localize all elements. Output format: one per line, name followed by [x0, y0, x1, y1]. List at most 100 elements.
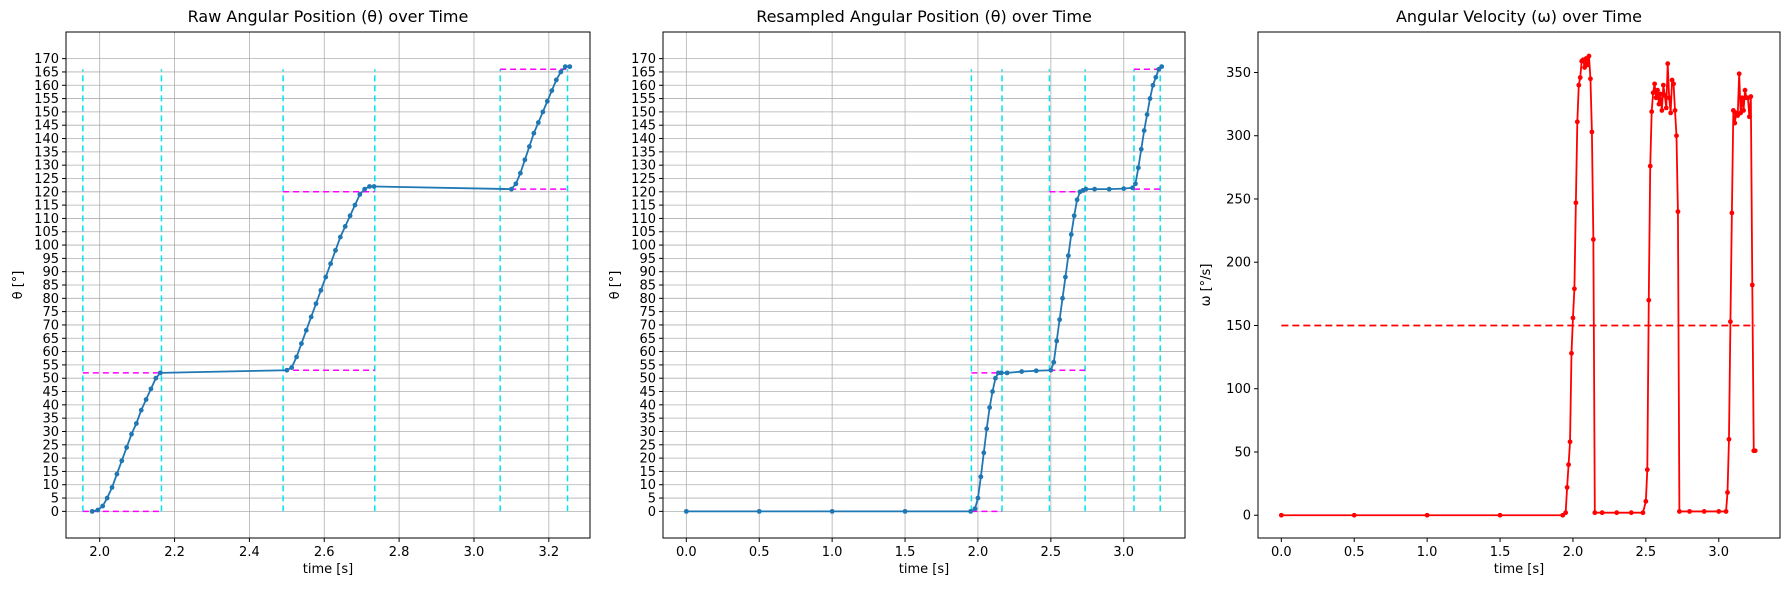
data-point	[1150, 82, 1156, 88]
data-point	[1589, 129, 1595, 135]
data-point	[1576, 82, 1582, 88]
data-point	[133, 421, 139, 426]
y-tick-label: 50	[1234, 445, 1251, 460]
data-point	[1748, 94, 1754, 99]
data-point	[683, 508, 689, 514]
data-point	[143, 397, 149, 402]
y-tick-label: 100	[1226, 382, 1251, 397]
x-tick-label: 0.5	[749, 545, 770, 560]
y-tick-label: 105	[631, 225, 656, 240]
data-point	[513, 181, 519, 187]
y-tick-label: 65	[639, 332, 656, 347]
data-point	[1159, 64, 1165, 70]
angular-velocity-chart: 0.0 0.5 1.0 1.5 2.0 2.5 3.0 0 50 100 150 200 250 300 3…	[1199, 7, 1781, 577]
data-point	[1057, 317, 1063, 323]
data-point	[1656, 101, 1662, 107]
data-point	[1147, 96, 1153, 101]
y-tick-label: 25	[42, 438, 59, 453]
data-point	[119, 458, 125, 464]
y-axis-label: θ [°]	[608, 271, 623, 300]
data-point	[1729, 210, 1735, 216]
data-point	[129, 431, 134, 437]
x-tick-label: 1.0	[1417, 545, 1438, 560]
data-point	[549, 88, 555, 93]
y-tick-label: 0	[51, 505, 59, 520]
data-point	[1652, 81, 1658, 87]
data-point	[558, 69, 564, 75]
data-point	[993, 375, 998, 381]
data-point	[1649, 109, 1655, 115]
data-point	[1577, 75, 1583, 80]
data-point	[1672, 108, 1678, 113]
data-point	[1121, 186, 1127, 191]
data-point	[100, 503, 106, 509]
data-point	[1741, 108, 1746, 113]
data-point	[1742, 87, 1748, 93]
y-tick-label: 50	[42, 372, 59, 387]
data-point	[1564, 485, 1570, 490]
x-axis-label: time [s]	[1494, 562, 1544, 577]
data-point	[1732, 120, 1738, 126]
x-tick-label: 3.0	[464, 545, 485, 560]
y-tick-label: 300	[1226, 129, 1251, 144]
data-point	[1676, 509, 1682, 514]
data-point	[1669, 77, 1675, 83]
y-tick-label: 20	[639, 452, 656, 467]
y-tick-label: 150	[1226, 319, 1251, 334]
y-tick-label: 90	[639, 265, 656, 280]
data-point	[114, 471, 120, 477]
chart-title: Angular Velocity (ω) over Time	[1396, 7, 1642, 26]
y-tick-label: 135	[631, 145, 656, 160]
y-tick-label: 15	[42, 465, 59, 480]
x-tick-label: 2.6	[314, 545, 335, 560]
y-tick-label: 35	[639, 412, 656, 427]
data-point	[540, 109, 546, 115]
data-point	[153, 375, 159, 381]
y-tick-label: 5	[648, 492, 656, 507]
data-point	[1644, 467, 1650, 473]
data-point	[1660, 82, 1666, 88]
data-point	[352, 202, 358, 208]
y-tick-label: 70	[42, 318, 59, 333]
y-tick-label: 250	[1226, 192, 1251, 207]
y-tick-label: 40	[42, 398, 59, 413]
data-point	[313, 301, 319, 307]
data-point	[138, 407, 144, 413]
data-point	[284, 367, 290, 373]
data-point	[299, 341, 304, 346]
data-point	[1640, 510, 1646, 516]
data-point	[1048, 367, 1054, 373]
data-point	[1586, 53, 1592, 59]
data-point	[1278, 512, 1284, 518]
data-point	[1736, 71, 1742, 77]
data-point	[1573, 200, 1579, 206]
data-point	[1662, 92, 1668, 98]
data-point	[535, 120, 541, 125]
x-tick-label: 0.0	[676, 545, 697, 560]
x-tick-label: 2.8	[389, 545, 410, 560]
x-tick-label: 3.0	[1708, 545, 1729, 560]
data-point	[89, 508, 95, 514]
data-point	[1723, 509, 1729, 514]
data-point	[1671, 81, 1676, 87]
data-point	[1585, 62, 1590, 68]
data-point	[1588, 76, 1593, 82]
data-point	[1746, 114, 1752, 120]
x-tick-label: 0.5	[1344, 545, 1365, 560]
data-point	[367, 184, 372, 189]
y-tick-label: 100	[34, 239, 59, 254]
data-point	[998, 370, 1004, 376]
data-point	[1666, 95, 1672, 101]
data-point	[972, 506, 978, 512]
data-point	[1074, 197, 1080, 203]
data-point	[1135, 165, 1141, 171]
data-point	[109, 485, 115, 490]
y-tick-label: 155	[34, 92, 59, 107]
y-tick-label: 130	[34, 159, 59, 174]
y-tick-label: 0	[1243, 509, 1251, 524]
y-tick-label: 110	[631, 212, 656, 227]
data-point	[531, 130, 537, 136]
data-point	[975, 495, 981, 501]
data-point	[1141, 128, 1147, 133]
